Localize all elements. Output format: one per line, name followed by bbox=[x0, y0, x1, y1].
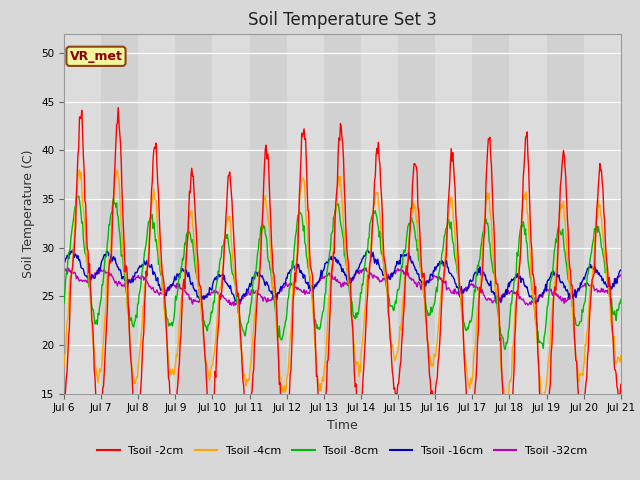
Tsoil -16cm bbox=[60, 258, 68, 264]
Line: Tsoil -2cm: Tsoil -2cm bbox=[64, 108, 621, 451]
Tsoil -2cm bbox=[115, 105, 122, 110]
Tsoil -32cm bbox=[230, 303, 237, 309]
Bar bbox=[175, 34, 212, 394]
Tsoil -16cm bbox=[617, 267, 625, 273]
Tsoil -16cm bbox=[428, 271, 435, 277]
Tsoil -8cm bbox=[411, 228, 419, 234]
Bar bbox=[398, 34, 435, 394]
Tsoil -2cm bbox=[411, 161, 419, 167]
Title: Soil Temperature Set 3: Soil Temperature Set 3 bbox=[248, 11, 437, 29]
Tsoil -8cm bbox=[214, 268, 222, 274]
Tsoil -16cm bbox=[68, 247, 76, 253]
Tsoil -16cm bbox=[128, 276, 136, 282]
Tsoil -2cm bbox=[617, 382, 625, 387]
Bar bbox=[250, 34, 287, 394]
Tsoil -32cm bbox=[70, 270, 78, 276]
Tsoil -2cm bbox=[185, 210, 193, 216]
Tsoil -8cm bbox=[70, 211, 78, 217]
Tsoil -2cm bbox=[60, 394, 68, 400]
Tsoil -16cm bbox=[185, 270, 193, 276]
Tsoil -4cm bbox=[503, 408, 511, 413]
Line: Tsoil -16cm: Tsoil -16cm bbox=[64, 250, 621, 303]
Tsoil -32cm bbox=[127, 279, 135, 285]
Bar bbox=[324, 34, 361, 394]
Tsoil -32cm bbox=[411, 281, 419, 287]
X-axis label: Time: Time bbox=[327, 419, 358, 432]
Tsoil -4cm bbox=[428, 363, 435, 369]
Bar bbox=[547, 34, 584, 394]
Tsoil -4cm bbox=[60, 364, 68, 370]
Line: Tsoil -32cm: Tsoil -32cm bbox=[64, 267, 621, 306]
Bar bbox=[472, 34, 509, 394]
Tsoil -8cm bbox=[75, 193, 83, 199]
Tsoil -32cm bbox=[428, 277, 435, 283]
Y-axis label: Soil Temperature (C): Soil Temperature (C) bbox=[22, 149, 35, 278]
Tsoil -4cm bbox=[70, 239, 78, 244]
Tsoil -4cm bbox=[185, 218, 193, 224]
Tsoil -16cm bbox=[71, 252, 79, 258]
Legend: Tsoil -2cm, Tsoil -4cm, Tsoil -8cm, Tsoil -16cm, Tsoil -32cm: Tsoil -2cm, Tsoil -4cm, Tsoil -8cm, Tsoi… bbox=[93, 441, 592, 460]
Tsoil -16cm bbox=[411, 264, 419, 270]
Tsoil -8cm bbox=[185, 228, 193, 234]
Line: Tsoil -4cm: Tsoil -4cm bbox=[64, 170, 621, 410]
Tsoil -2cm bbox=[214, 326, 222, 332]
Tsoil -32cm bbox=[214, 290, 221, 296]
Tsoil -2cm bbox=[428, 391, 435, 396]
Tsoil -16cm bbox=[214, 273, 222, 279]
Line: Tsoil -8cm: Tsoil -8cm bbox=[64, 196, 621, 349]
Tsoil -32cm bbox=[617, 272, 625, 278]
Bar bbox=[621, 34, 640, 394]
Tsoil -8cm bbox=[128, 321, 136, 326]
Tsoil -8cm bbox=[428, 304, 435, 310]
Tsoil -2cm bbox=[505, 448, 513, 454]
Text: VR_met: VR_met bbox=[70, 50, 122, 63]
Tsoil -2cm bbox=[128, 375, 136, 381]
Tsoil -4cm bbox=[617, 353, 625, 359]
Tsoil -4cm bbox=[128, 366, 136, 372]
Bar bbox=[101, 34, 138, 394]
Tsoil -8cm bbox=[60, 300, 68, 306]
Tsoil -8cm bbox=[617, 297, 625, 302]
Tsoil -32cm bbox=[184, 291, 192, 297]
Tsoil -16cm bbox=[532, 300, 540, 306]
Tsoil -4cm bbox=[76, 167, 83, 173]
Tsoil -4cm bbox=[411, 206, 419, 212]
Tsoil -32cm bbox=[60, 264, 68, 270]
Tsoil -4cm bbox=[214, 304, 222, 310]
Tsoil -2cm bbox=[70, 250, 78, 255]
Tsoil -8cm bbox=[502, 347, 509, 352]
